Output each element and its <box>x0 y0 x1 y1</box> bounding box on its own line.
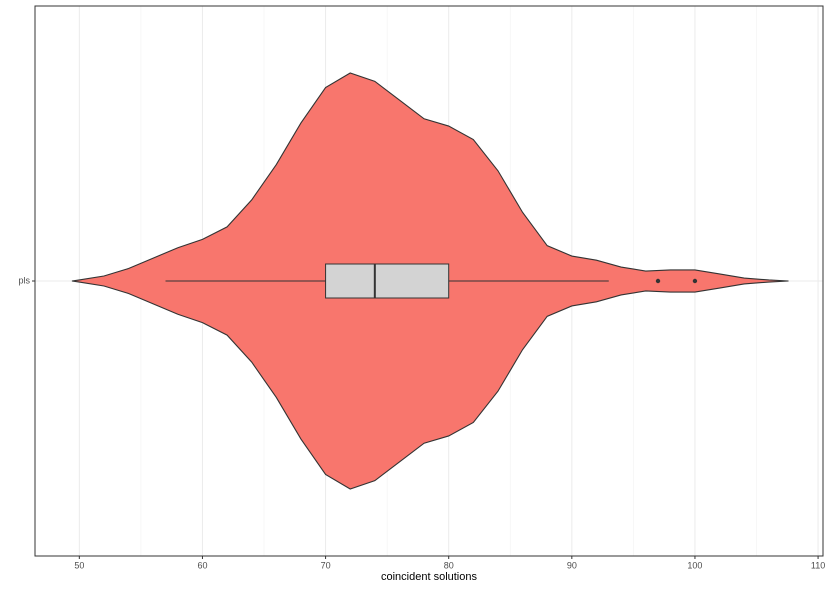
x-tick-label: 100 <box>687 560 702 570</box>
x-tick-label: 60 <box>197 560 207 570</box>
box <box>325 263 450 299</box>
x-tick-label: 80 <box>444 560 454 570</box>
y-tick-label: pls <box>18 275 30 285</box>
x-tick-label: 50 <box>74 560 84 570</box>
panel-border <box>34 5 824 557</box>
x-tick-label: 110 <box>811 560 825 570</box>
outlier <box>655 278 661 284</box>
outlier <box>692 278 698 284</box>
x-axis-label: coincident solutions <box>381 571 478 583</box>
x-tick-label: 70 <box>321 560 331 570</box>
x-tick-label: 90 <box>567 560 577 570</box>
